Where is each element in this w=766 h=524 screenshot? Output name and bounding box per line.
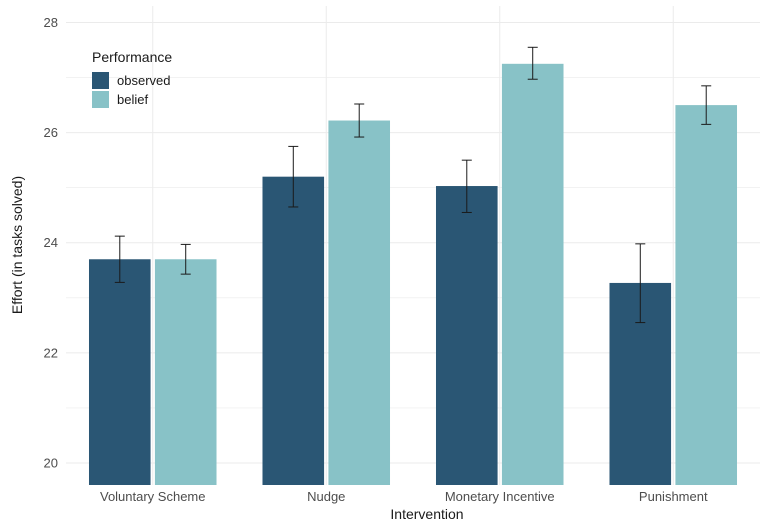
bars <box>88 63 738 486</box>
y-axis-title: Effort (in tasks solved) <box>9 176 25 314</box>
error-bar-observed-0 <box>114 235 125 283</box>
bar-observed-2 <box>435 186 498 485</box>
bar-belief-0 <box>154 259 217 485</box>
error-bar-belief-2 <box>527 46 538 80</box>
error-bar-belief-1 <box>354 103 365 138</box>
legend: Performance observed belief <box>92 49 172 108</box>
legend-label-belief: belief <box>117 92 148 107</box>
legend-title: Performance <box>92 49 172 65</box>
bar-observed-0 <box>88 259 151 485</box>
y-tick-label: 22 <box>44 345 58 360</box>
legend-swatch-belief <box>92 91 109 108</box>
y-tick-label: 24 <box>44 235 58 250</box>
y-axis-ticks: 20 22 24 26 28 <box>44 15 58 470</box>
bar-observed-1 <box>262 176 325 485</box>
x-tick-label: Voluntary Scheme <box>100 489 206 504</box>
x-tick-label: Monetary Incentive <box>445 489 555 504</box>
error-bar-belief-3 <box>701 85 712 125</box>
error-bar-observed-1 <box>288 145 299 208</box>
bar-belief-2 <box>501 63 564 486</box>
x-axis-title: Intervention <box>390 506 463 522</box>
x-tick-label: Punishment <box>639 489 708 504</box>
error-bar-observed-3 <box>635 243 646 324</box>
bar-belief-3 <box>675 105 738 485</box>
y-tick-label: 28 <box>44 15 58 30</box>
error-bars <box>114 46 712 324</box>
legend-swatch-observed <box>92 72 109 89</box>
x-tick-label: Nudge <box>307 489 345 504</box>
x-axis-ticks: Voluntary Scheme Nudge Monetary Incentive P… <box>100 489 708 504</box>
legend-label-observed: observed <box>117 73 170 88</box>
y-tick-label: 20 <box>44 455 58 470</box>
bar-belief-1 <box>328 120 391 486</box>
y-tick-label: 26 <box>44 125 58 140</box>
error-bar-belief-0 <box>180 243 191 275</box>
error-bar-observed-2 <box>461 159 472 213</box>
